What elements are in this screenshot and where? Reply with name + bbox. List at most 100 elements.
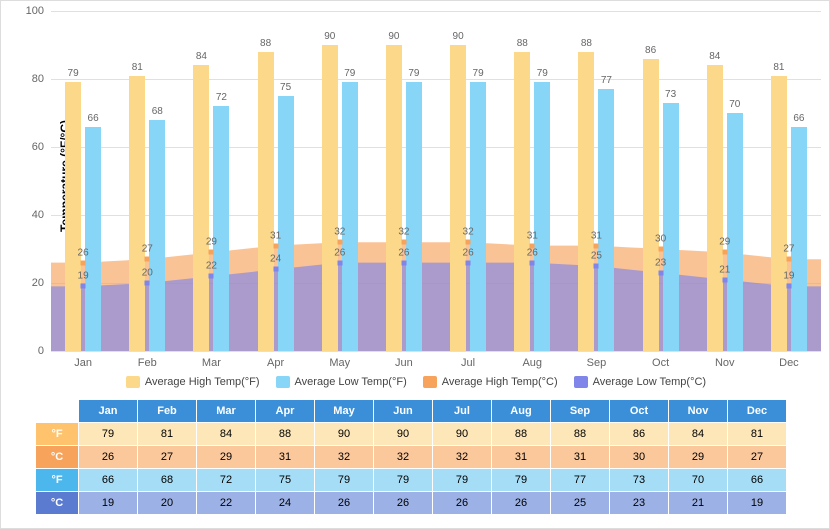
point-label: 31: [270, 230, 281, 241]
x-tick-label: Jun: [395, 357, 413, 369]
table-col-header: May: [315, 400, 373, 422]
x-tick-label: Oct: [652, 357, 669, 369]
series-point: [209, 274, 214, 279]
table-cell: 29: [669, 446, 727, 468]
bar-low-f: 79: [406, 82, 422, 351]
table-cell: 19: [728, 492, 786, 514]
point-label: 29: [206, 237, 217, 248]
point-label: 26: [527, 247, 538, 258]
bar-label: 68: [152, 106, 163, 117]
bar-low-f: 79: [342, 82, 358, 351]
table-cell: 32: [315, 446, 373, 468]
legend-label: Average Low Temp(°C): [593, 376, 706, 388]
series-point: [722, 277, 727, 282]
point-label: 22: [206, 261, 217, 272]
table-cell: 25: [551, 492, 609, 514]
x-tick-label: Mar: [202, 357, 221, 369]
bar-label: 88: [581, 38, 592, 49]
series-point: [145, 257, 150, 262]
series-point: [722, 250, 727, 255]
legend-item: Average Low Temp(°C): [574, 376, 706, 388]
legend-item: Average Low Temp(°F): [276, 376, 407, 388]
point-label: 19: [78, 271, 89, 282]
series-point: [81, 284, 86, 289]
bar-label: 88: [517, 38, 528, 49]
bar-low-f: 75: [278, 96, 294, 351]
x-tick-label: Nov: [715, 357, 735, 369]
table-cell: 31: [492, 446, 550, 468]
series-point: [401, 260, 406, 265]
table-cell: 90: [433, 423, 491, 445]
table-cell: 79: [374, 469, 432, 491]
bar-label: 86: [645, 45, 656, 56]
bar-high-f: 84: [707, 65, 723, 351]
table-cell: 81: [138, 423, 196, 445]
table-cell: 88: [492, 423, 550, 445]
table-col-header: Aug: [492, 400, 550, 422]
table-cell: 86: [610, 423, 668, 445]
point-label: 32: [334, 227, 345, 238]
bar-high-f: 84: [193, 65, 209, 351]
point-label: 32: [398, 227, 409, 238]
bar-label: 81: [773, 62, 784, 73]
table-cell: 79: [79, 423, 137, 445]
table-cell: 26: [492, 492, 550, 514]
table-row-header: °C: [36, 446, 78, 468]
bar-label: 84: [196, 51, 207, 62]
bar-label: 70: [729, 99, 740, 110]
table-cell: 27: [728, 446, 786, 468]
table-row-header: °C: [36, 492, 78, 514]
table-cell: 26: [374, 492, 432, 514]
table-cell: 84: [669, 423, 727, 445]
bar-label: 88: [260, 38, 271, 49]
series-point: [145, 281, 150, 286]
point-label: 20: [142, 268, 153, 279]
point-label: 32: [463, 227, 474, 238]
table-cell: 26: [315, 492, 373, 514]
point-label: 23: [655, 257, 666, 268]
point-label: 25: [591, 251, 602, 262]
table-cell: 73: [610, 469, 668, 491]
bar-label: 79: [68, 68, 79, 79]
table-cell: 79: [433, 469, 491, 491]
table-cell: 90: [374, 423, 432, 445]
legend-label: Average High Temp(°C): [442, 376, 558, 388]
legend-label: Average High Temp(°F): [145, 376, 260, 388]
table-cell: 27: [138, 446, 196, 468]
point-label: 29: [719, 237, 730, 248]
bar-high-f: 88: [514, 52, 530, 351]
x-tick-label: Feb: [138, 357, 157, 369]
table-col-header: Mar: [197, 400, 255, 422]
table-cell: 31: [551, 446, 609, 468]
plot-area: 7966816884728875907990799079887988778673…: [51, 11, 821, 351]
table-row: °C262729313232323131302927: [36, 446, 786, 468]
table-cell: 88: [256, 423, 314, 445]
bar-label: 79: [408, 68, 419, 79]
bar-label: 90: [324, 31, 335, 42]
x-tick-label: Dec: [779, 357, 799, 369]
x-tick-label: May: [329, 357, 350, 369]
bar-high-f: 90: [322, 45, 338, 351]
point-label: 21: [719, 264, 730, 275]
table-cell: 88: [551, 423, 609, 445]
bar-label: 75: [280, 82, 291, 93]
bar-low-f: 79: [470, 82, 486, 351]
table-cell: 70: [669, 469, 727, 491]
table-col-header: Jul: [433, 400, 491, 422]
bar-high-f: 88: [578, 52, 594, 351]
bar-high-f: 81: [771, 76, 787, 351]
legend-swatch: [276, 376, 290, 388]
y-tick-label: 20: [14, 277, 44, 289]
table-cell: 79: [492, 469, 550, 491]
table-cell: 84: [197, 423, 255, 445]
table-cell: 22: [197, 492, 255, 514]
bar-high-f: 88: [258, 52, 274, 351]
data-table: JanFebMarAprMayJunJulAugSepOctNovDec °F7…: [35, 399, 787, 515]
gridline: [51, 351, 821, 352]
table-col-header: Feb: [138, 400, 196, 422]
table-cell: 75: [256, 469, 314, 491]
table-row: °F666872757979797977737066: [36, 469, 786, 491]
table-row: °F798184889090908888868481: [36, 423, 786, 445]
table-row: °C192022242626262625232119: [36, 492, 786, 514]
table-cell: 29: [197, 446, 255, 468]
